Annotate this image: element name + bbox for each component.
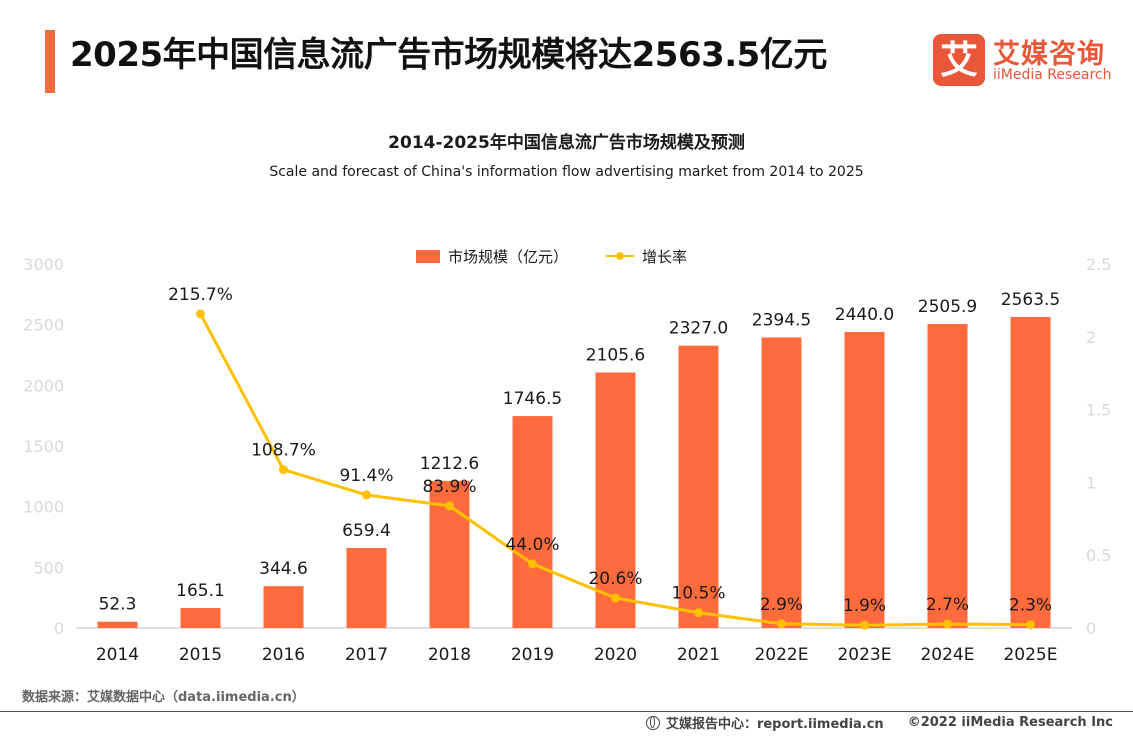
bar	[927, 323, 968, 628]
growth-rate-point	[860, 620, 869, 630]
legend-line-swatch	[606, 249, 635, 263]
bar-value-label: 2505.9	[918, 297, 977, 317]
x-tick-label: 2018	[428, 645, 471, 665]
bar-value-label: 2105.6	[586, 346, 645, 366]
y-right-tick-label: 2.5	[1086, 255, 1111, 274]
growth-rate-label: 91.4%	[339, 466, 393, 486]
legend-item-market-size: 市场规模（亿元）	[416, 246, 568, 267]
y-left-tick-label: 2000	[23, 376, 64, 395]
growth-rate-point	[611, 593, 620, 603]
bar	[512, 416, 553, 628]
globe-icon	[645, 715, 660, 730]
x-tick-label: 2017	[345, 645, 388, 665]
footer-credits: 艾媒报告中心：report.iimedia.cn ©2022 iiMedia R…	[645, 713, 1113, 732]
growth-rate-point	[196, 309, 205, 319]
bar	[180, 607, 221, 628]
growth-rate-point	[777, 619, 786, 629]
growth-rate-point	[694, 608, 703, 618]
bar	[346, 547, 387, 628]
growth-rate-label: 2.9%	[760, 595, 803, 615]
bar	[595, 372, 636, 628]
x-tick-label: 2015	[179, 645, 222, 665]
x-tick-label: 2023E	[837, 645, 891, 665]
growth-rate-label: 83.9%	[422, 477, 476, 497]
y-right-tick-label: 0.5	[1086, 546, 1111, 565]
x-tick-label: 2021	[677, 645, 720, 665]
growth-rate-point	[1026, 620, 1035, 630]
bar-value-label: 52.3	[99, 595, 137, 615]
growth-rate-label: 2.3%	[1009, 596, 1052, 616]
bar-value-label: 659.4	[342, 521, 391, 541]
growth-rate-label: 10.5%	[671, 584, 725, 604]
bar-value-label: 2563.5	[1001, 290, 1060, 310]
bar-value-label: 165.1	[176, 581, 225, 601]
growth-rate-point	[943, 619, 952, 629]
bar	[844, 331, 885, 628]
x-tick-label: 2020	[594, 645, 637, 665]
legend-bar-swatch	[416, 249, 440, 263]
logo-text-en: iiMedia Research	[993, 67, 1112, 83]
chart-title: 2014-2025年中国信息流广告市场规模及预测	[388, 133, 745, 153]
y-right-tick-label: 1.5	[1086, 401, 1111, 420]
y-left-tick-label: 500	[33, 558, 64, 577]
copyright: ©2022 iiMedia Research Inc	[907, 715, 1113, 730]
bar	[97, 621, 138, 628]
growth-rate-label: 215.7%	[168, 285, 233, 305]
report-center-link[interactable]: 艾媒报告中心：report.iimedia.cn	[665, 717, 884, 732]
y-right-tick-label: 2	[1086, 328, 1096, 347]
growth-rate-point	[279, 465, 288, 475]
iimedia-logo: 艾 艾媒咨询 iiMedia Research	[933, 32, 1118, 87]
legend-label-market-size: 市场规模（亿元）	[448, 247, 569, 266]
logo-mark: 艾	[933, 34, 985, 86]
growth-rate-point	[528, 559, 537, 569]
legend-item-growth-rate: 增长率	[606, 246, 687, 267]
bar-value-label: 1746.5	[503, 389, 562, 409]
footer-divider	[0, 711, 1133, 712]
bar-value-label: 1212.6	[420, 454, 479, 474]
growth-rate-label: 108.7%	[251, 441, 316, 461]
bar-value-label: 2394.5	[752, 310, 811, 330]
growth-rate-label: 44.0%	[505, 535, 559, 555]
title-accent-bar	[45, 30, 55, 93]
x-tick-label: 2025E	[1003, 645, 1057, 665]
growth-rate-label: 2.7%	[926, 595, 969, 615]
x-tick-label: 2016	[262, 645, 305, 665]
growth-rate-label: 20.6%	[588, 569, 642, 589]
chart-legend: 市场规模（亿元） 增长率	[416, 245, 687, 267]
y-left-tick-label: 0	[54, 619, 64, 638]
bar	[263, 586, 304, 628]
x-tick-label: 2019	[511, 645, 554, 665]
y-left-tick-label: 1000	[23, 498, 64, 517]
logo-text-cn: 艾媒咨询	[993, 39, 1105, 70]
y-right-tick-label: 0	[1086, 619, 1096, 638]
bar	[1010, 316, 1051, 628]
x-tick-label: 2022E	[754, 645, 808, 665]
y-left-tick-label: 2500	[23, 316, 64, 335]
growth-rate-point	[362, 490, 371, 500]
y-left-tick-label: 1500	[23, 437, 64, 456]
page-title: 2025年中国信息流广告市场规模将达2563.5亿元	[70, 35, 827, 75]
bar	[761, 337, 802, 628]
y-right-tick-label: 1	[1086, 473, 1096, 492]
y-left-tick-label: 3000	[23, 255, 64, 274]
bar-value-label: 2440.0	[835, 305, 894, 325]
bar-value-label: 344.6	[259, 559, 308, 579]
chart-subtitle: Scale and forecast of China's informatio…	[269, 164, 864, 180]
x-tick-label: 2024E	[920, 645, 974, 665]
source-note: 数据来源：艾媒数据中心（data.iimedia.cn）	[22, 690, 305, 705]
growth-rate-point	[445, 501, 454, 511]
x-tick-label: 2014	[96, 645, 139, 665]
growth-rate-label: 1.9%	[843, 596, 886, 616]
legend-label-growth-rate: 增长率	[642, 247, 688, 266]
bar	[678, 345, 719, 628]
bar-value-label: 2327.0	[669, 319, 728, 339]
